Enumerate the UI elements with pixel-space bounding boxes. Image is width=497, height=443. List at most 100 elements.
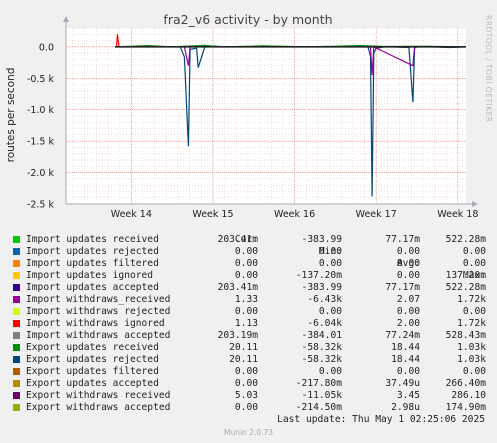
y-axis-label: routes per second — [5, 68, 17, 163]
legend-avg: 37.49u — [385, 378, 420, 389]
legend-series-name: Export withdraws accepted — [26, 402, 171, 413]
x-axis-arrow — [472, 201, 478, 207]
legend-swatch — [13, 356, 20, 363]
legend-cur: 20.11 — [229, 354, 258, 365]
legend-avg: 0.00 — [396, 306, 420, 317]
x-tick-label: Week 16 — [274, 209, 315, 220]
legend-swatch — [13, 284, 20, 291]
legend-min: 0.00 — [318, 366, 342, 377]
x-tick-label: Week 15 — [192, 209, 233, 220]
legend-min: -6.04k — [307, 318, 342, 329]
legend-row: Import updates ignored 0.00 -137.20m 0.00 13… — [0, 270, 497, 282]
legend-max: 286.10 — [451, 390, 486, 401]
legend-max: 0.00 — [462, 258, 486, 269]
legend-swatch — [13, 260, 20, 267]
legend-max: 0.00 — [462, 246, 486, 257]
x-tick-label: Week 17 — [356, 209, 397, 220]
legend-row: Import updates filtered 0.00 0.00 0.00 0.00 — [0, 258, 497, 270]
chart-title: fra2_v6 activity - by month — [163, 12, 332, 27]
legend-cur: 203.19m — [217, 330, 258, 341]
legend-header-max: Max: — [462, 270, 486, 281]
legend-row: Import withdraws ignored 1.13 -6.04k 2.00 1.… — [0, 318, 497, 330]
legend-min: -383.99 — [301, 282, 342, 293]
legend-avg: 0.00 — [396, 270, 420, 281]
legend-swatch — [13, 392, 20, 399]
legend-row: Import updates accepted 203.41m -383.99 77.… — [0, 282, 497, 294]
legend-cur: 1.13 — [234, 318, 258, 329]
legend-row: Export updates received 20.11 -58.32k 18.44… — [0, 342, 497, 354]
legend-max: 1.03k — [457, 342, 486, 353]
legend-avg: 3.45 — [396, 390, 420, 401]
legend-cur: 0.00 — [234, 270, 258, 281]
axes: 0.0 -0.5 k -1.0 k -1.5 k -2.0 k -2.5 k Week 14… — [27, 16, 478, 220]
legend-cur: 203.41m — [217, 234, 258, 245]
legend-avg: 77.17m — [385, 282, 420, 293]
legend-header-avg: Avg: — [396, 258, 420, 269]
legend-avg: 2.07 — [396, 294, 420, 305]
legend-min: -58.32k — [301, 342, 342, 353]
legend-row: Import updates rejected 0.00 0.00 0.00 0.00 — [0, 246, 497, 258]
legend-max: 522.28m — [445, 234, 486, 245]
series-traces — [114, 34, 467, 197]
legend-series-name: Import updates filtered — [26, 258, 159, 269]
legend-max: 137.20m — [445, 270, 486, 281]
legend-cur: 0.00 — [234, 246, 258, 257]
legend-min: -6.43k — [307, 294, 342, 305]
legend-avg: 0.00 — [396, 258, 420, 269]
x-tick-label: Week 18 — [437, 209, 478, 220]
legend-min: -217.80m — [295, 378, 342, 389]
y-tick-label: 0.0 — [39, 42, 54, 53]
legend-swatch — [13, 332, 20, 339]
legend-series-name: Export withdraws received — [26, 390, 171, 401]
legend-min: -137.20m — [295, 270, 342, 281]
legend-max: 528.43m — [445, 330, 486, 341]
munin-version: Munin 2.0.73 — [223, 428, 274, 437]
legend-cur: 0.00 — [234, 366, 258, 377]
legend-row: Import withdraws accepted 203.19m -384.01 7… — [0, 330, 497, 342]
legend-series-name: Import withdraws_received — [26, 294, 171, 305]
legend-min: -11.05k — [301, 390, 342, 401]
y-axis-arrow — [63, 16, 69, 22]
legend-row: Import withdraws rejected 0.00 0.00 0.00 0.0… — [0, 306, 497, 318]
rrdtool-side-label: RRDTOOL / TOBI OETIKER — [484, 15, 493, 123]
legend-max: 1.72k — [457, 318, 486, 329]
legend-cur: 5.03 — [234, 390, 258, 401]
legend-row: Export withdraws accepted 0.00 -214.50m 2.9… — [0, 402, 497, 414]
legend: Cur: Min: Avg: Max: Import updates recei… — [0, 222, 497, 414]
legend-row: Export updates filtered 0.00 0.00 0.00 0.00 — [0, 366, 497, 378]
legend-avg: 77.24m — [385, 330, 420, 341]
legend-min: 0.00 — [318, 246, 342, 257]
y-tick-label: -1.0 k — [27, 105, 55, 116]
legend-max: 0.00 — [462, 306, 486, 317]
legend-row: Export updates accepted 0.00 -217.80m 37.49… — [0, 378, 497, 390]
legend-series-name: Import withdraws accepted — [26, 330, 171, 341]
legend-row: Export withdraws received 5.03 -11.05k 3.45… — [0, 390, 497, 402]
legend-min: 0.00 — [318, 306, 342, 317]
legend-cur: 0.00 — [234, 258, 258, 269]
legend-swatch — [13, 308, 20, 315]
legend-row: Export updates rejected 20.11 -58.32k 18.44… — [0, 354, 497, 366]
legend-series-name: Export updates rejected — [26, 354, 159, 365]
legend-header: Cur: Min: Avg: Max: — [0, 222, 497, 281]
legend-swatch — [13, 380, 20, 387]
legend-min: -214.50m — [295, 402, 342, 413]
legend-series-name: Export updates accepted — [26, 378, 159, 389]
legend-series-name: Import updates ignored — [26, 270, 154, 281]
legend-avg: 2.98u — [391, 402, 420, 413]
legend-min: -383.99 — [301, 234, 342, 245]
legend-max: 266.40m — [445, 378, 486, 389]
legend-max: 1.72k — [457, 294, 486, 305]
legend-max: 1.03k — [457, 354, 486, 365]
legend-cur: 20.11 — [229, 342, 258, 353]
legend-cur: 1.33 — [234, 294, 258, 305]
y-tick-label: -1.5 k — [27, 137, 55, 148]
legend-series-name: Import updates accepted — [26, 282, 159, 293]
legend-swatch — [13, 320, 20, 327]
legend-series-name: Export updates received — [26, 342, 159, 353]
legend-avg: 0.00 — [396, 366, 420, 377]
legend-series-name: Import updates rejected — [26, 246, 159, 257]
legend-series-name: Export updates filtered — [26, 366, 159, 377]
legend-min: 0.00 — [318, 258, 342, 269]
legend-swatch — [13, 344, 20, 351]
